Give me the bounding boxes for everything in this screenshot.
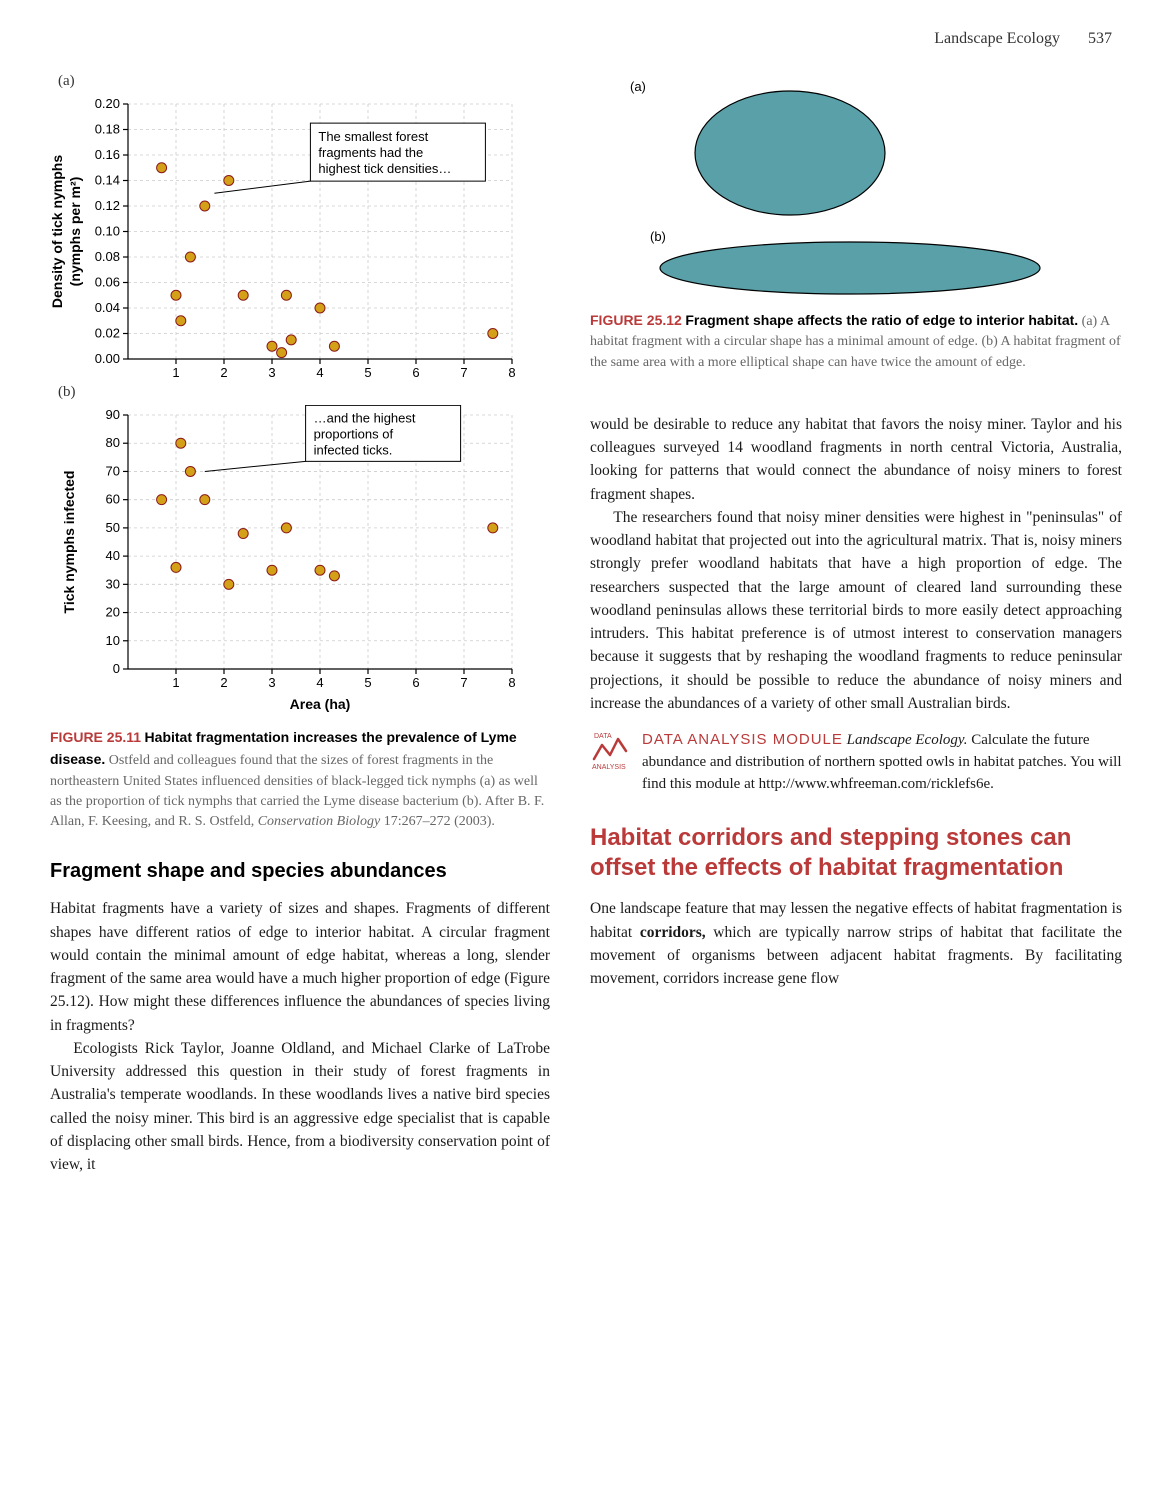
svg-text:1: 1 — [172, 365, 179, 380]
svg-text:0.04: 0.04 — [95, 300, 120, 315]
svg-text:3: 3 — [268, 365, 275, 380]
figure-25-11-caption: FIGURE 25.11 Habitat fragmentation incre… — [50, 727, 550, 832]
figure-25-12-caption: FIGURE 25.12 Fragment shape affects the … — [590, 310, 1122, 373]
module-label: DATA ANALYSIS MODULE — [642, 731, 843, 748]
svg-text:…and the highest: …and the highest — [314, 410, 416, 425]
svg-text:8: 8 — [508, 365, 515, 380]
svg-text:ANALYSIS: ANALYSIS — [592, 764, 626, 771]
svg-text:0.14: 0.14 — [95, 173, 120, 188]
running-header: Landscape Ecology 537 — [50, 30, 1122, 48]
svg-text:4: 4 — [316, 365, 323, 380]
svg-text:0: 0 — [113, 661, 120, 676]
svg-text:0.20: 0.20 — [95, 96, 120, 111]
running-title: Landscape Ecology — [934, 30, 1060, 47]
fig-ital: Conservation Biology — [258, 814, 381, 829]
svg-text:20: 20 — [106, 605, 120, 620]
svg-text:80: 80 — [106, 435, 120, 450]
svg-text:0.18: 0.18 — [95, 122, 120, 137]
scatter-chart-b: 0 10 20 30 40 50 60 70 80 90 1 2 3 4 5 6 7 8 Tick nymphs i… — [50, 405, 530, 715]
svg-text:0.16: 0.16 — [95, 147, 120, 162]
svg-text:DATA: DATA — [594, 733, 612, 740]
svg-text:4: 4 — [316, 675, 323, 690]
section-heading-corridors: Habitat corridors and stepping stones ca… — [590, 823, 1122, 883]
svg-text:highest tick densities…: highest tick densities… — [318, 161, 451, 176]
svg-text:1: 1 — [172, 675, 179, 690]
svg-text:50: 50 — [106, 520, 120, 535]
section-heading-fragment-shape: Fragment shape and species abundances — [50, 860, 550, 883]
fragment-shapes: (a) (b) — [590, 73, 1050, 298]
svg-text:(nymphs per m²): (nymphs per m²) — [67, 177, 83, 287]
svg-text:infected ticks.: infected ticks. — [314, 442, 393, 457]
svg-text:90: 90 — [106, 407, 120, 422]
svg-text:40: 40 — [106, 548, 120, 563]
svg-text:(b): (b) — [650, 229, 666, 244]
svg-text:2: 2 — [220, 365, 227, 380]
svg-text:70: 70 — [106, 463, 120, 478]
svg-text:proportions of: proportions of — [314, 426, 394, 441]
svg-text:7: 7 — [460, 675, 467, 690]
figure-25-11: (a) 0.00 0.02 0.04 0.06 0.08 0.10 0.12 0.14 0.16… — [50, 73, 550, 832]
svg-text:Tick nymphs infected: Tick nymphs infected — [61, 471, 77, 614]
data-analysis-module: DATA ANALYSIS DATA ANALYSIS MODULE Landsc… — [590, 729, 1122, 795]
body-paragraph: would be desirable to reduce any habitat… — [590, 413, 1122, 506]
panel-b-label: (b) — [58, 384, 550, 401]
analysis-icon: DATA ANALYSIS — [590, 729, 632, 771]
svg-text:0.02: 0.02 — [95, 326, 120, 341]
svg-text:2: 2 — [220, 675, 227, 690]
svg-text:0.08: 0.08 — [95, 249, 120, 264]
svg-text:0.12: 0.12 — [95, 198, 120, 213]
svg-text:3: 3 — [268, 675, 275, 690]
svg-text:8: 8 — [508, 675, 515, 690]
svg-text:0.06: 0.06 — [95, 275, 120, 290]
svg-text:7: 7 — [460, 365, 467, 380]
fig-title-bold: Fragment shape affects the ratio of edge… — [685, 312, 1078, 328]
body-paragraph: One landscape feature that may lessen th… — [590, 897, 1122, 990]
svg-text:5: 5 — [364, 365, 371, 380]
svg-text:30: 30 — [106, 576, 120, 591]
fig-label: FIGURE 25.11 — [50, 729, 141, 745]
svg-text:Density of tick nymphs: Density of tick nymphs — [50, 155, 65, 308]
svg-text:0.00: 0.00 — [95, 351, 120, 366]
scatter-chart-a: 0.00 0.02 0.04 0.06 0.08 0.10 0.12 0.14 0.16 0.18… — [50, 94, 530, 384]
svg-text:6: 6 — [412, 675, 419, 690]
svg-text:6: 6 — [412, 365, 419, 380]
svg-text:5: 5 — [364, 675, 371, 690]
panel-a-label: (a) — [58, 73, 550, 90]
fig-label: FIGURE 25.12 — [590, 312, 682, 328]
svg-text:10: 10 — [106, 633, 120, 648]
svg-text:(a): (a) — [630, 79, 646, 94]
figure-25-12: (a) (b) FIGURE 25.12 Fragment shape affec… — [590, 73, 1122, 373]
body-paragraph: Ecologists Rick Taylor, Joanne Oldland, … — [50, 1037, 550, 1177]
svg-text:Area (ha): Area (ha) — [290, 696, 351, 712]
svg-text:fragments had the: fragments had the — [318, 145, 423, 160]
module-title: Landscape Ecology. — [847, 732, 968, 748]
page-number: 537 — [1088, 30, 1112, 47]
term-corridors: corridors, — [640, 924, 706, 941]
body-paragraph: Habitat fragments have a variety of size… — [50, 897, 550, 1037]
body-paragraph: The researchers found that noisy miner d… — [590, 506, 1122, 715]
svg-text:60: 60 — [106, 492, 120, 507]
svg-text:0.10: 0.10 — [95, 224, 120, 239]
svg-text:The smallest forest: The smallest forest — [318, 129, 428, 144]
fig-tail: 17:267–272 (2003). — [384, 814, 495, 829]
module-text: DATA ANALYSIS MODULE Landscape Ecology. … — [642, 729, 1122, 795]
